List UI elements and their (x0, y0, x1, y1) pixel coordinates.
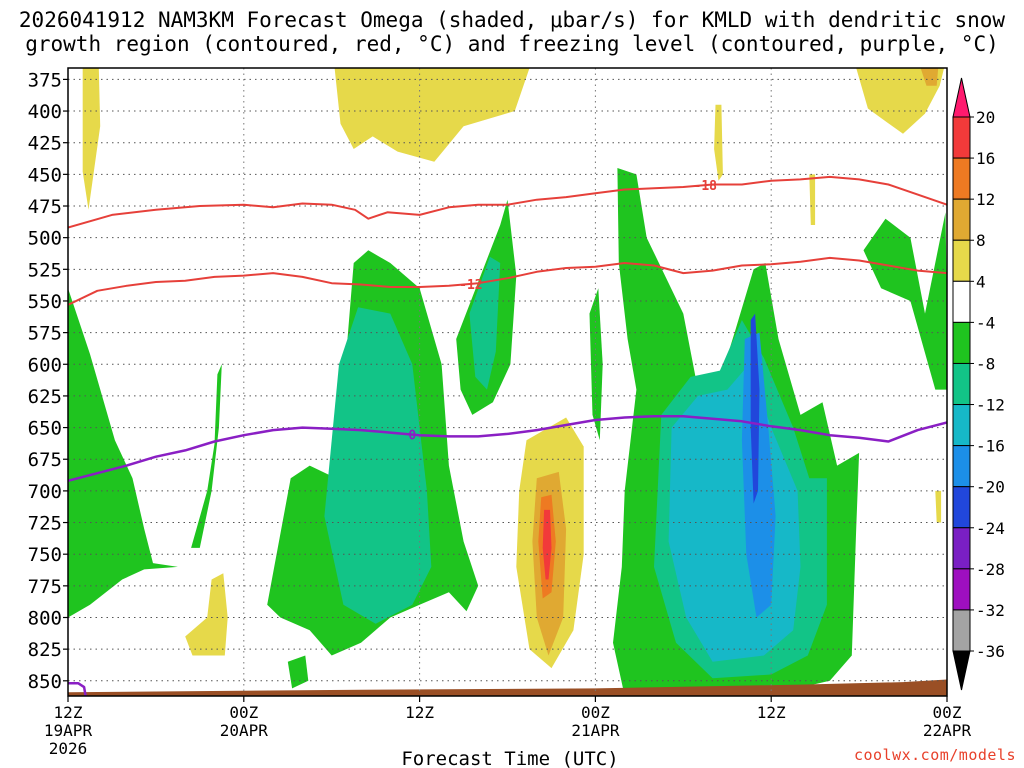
colorbar-segment-20-to-16 (952, 116, 971, 159)
colorbar-label--28: -28 (976, 560, 1005, 579)
y-tick-label-725: 725 (28, 513, 62, 535)
omega-region-25 (750, 313, 760, 504)
colorbar-label--24: -24 (976, 519, 1005, 538)
omega-region-3 (920, 68, 939, 86)
plot-frame (67, 67, 948, 697)
chart-title-line-1: 2026041912 NAM3KM Forecast Omega (shaded… (18, 8, 1006, 32)
y-tick-label-625: 625 (28, 386, 62, 408)
x-axis-label: Forecast Time (UTC) (401, 748, 618, 768)
colorbar-label--16: -16 (976, 437, 1005, 456)
colorbar-label-20: 20 (976, 108, 995, 127)
colorbar-label-12: 12 (976, 190, 995, 209)
y-tick-label-650: 650 (28, 418, 62, 440)
y-tick-label-850: 850 (28, 671, 62, 693)
omega-region-20 (324, 307, 432, 624)
colorbar-segment--16-to--20 (952, 445, 971, 488)
omega-region-4 (714, 104, 723, 181)
y-tick-label-700: 700 (28, 481, 62, 503)
axes-layer: 375 400 425 450 475 500 525 550 575 600 625 650 675 7… (28, 69, 972, 758)
omega-region-10 (542, 509, 552, 580)
x-tick-label-0-2: 2026 (49, 739, 88, 758)
dendritic-contour--12 (68, 256, 947, 306)
x-tick-label-48-0: 12Z (757, 703, 786, 722)
freezing-level-contour (68, 414, 947, 483)
dendritic-contour--18 (68, 175, 947, 229)
x-tick-label-12-1: 20APR (220, 721, 269, 740)
colorbar-segment-8-to-4 (952, 239, 971, 282)
omega-shading-layer (68, 68, 947, 696)
omega-region-5 (809, 174, 816, 225)
omega-region-19 (287, 655, 309, 689)
x-tick-label-36-1: 21APR (571, 721, 620, 740)
y-tick-label-825: 825 (28, 639, 62, 661)
colorbar-label-4: 4 (976, 272, 986, 291)
colorbar-label--12: -12 (976, 396, 1005, 415)
y-tick-label-500: 500 (28, 228, 62, 250)
grid-layer (68, 68, 947, 696)
y-tick-label-575: 575 (28, 323, 62, 345)
omega-region-12 (68, 288, 178, 618)
y-tick-label-475: 475 (28, 196, 62, 218)
x-tick-label-36-0: 00Z (581, 703, 610, 722)
y-tick-label-600: 600 (28, 354, 62, 376)
y-tick-label-550: 550 (28, 291, 62, 313)
colorbar-segment-12-to-8 (952, 198, 971, 241)
colorbar-segment-4-to--4 (952, 280, 971, 323)
x-tick-label-60-0: 00Z (933, 703, 962, 722)
colorbar-segment--4-to--8 (952, 321, 971, 364)
y-tick-label-750: 750 (28, 544, 62, 566)
freezing-level-contour-low (68, 682, 87, 696)
colorbar-segment--12-to--16 (952, 404, 971, 447)
x-tick-label-12-0: 00Z (229, 703, 258, 722)
y-tick-label-450: 450 (28, 164, 62, 186)
omega-region-13 (191, 364, 222, 548)
y-tick-label-425: 425 (28, 133, 62, 155)
x-tick-label-0-0: 12Z (54, 703, 83, 722)
colorbar-label--32: -32 (976, 601, 1005, 620)
credit-text: coolwx.com/models (853, 746, 1016, 764)
omega-region-11 (935, 490, 942, 523)
omega-region-2 (856, 68, 945, 134)
y-tick-label-775: 775 (28, 576, 62, 598)
omega-region-1 (334, 68, 530, 162)
colorbar-segment--24-to--28 (952, 527, 971, 570)
colorbar-label--36: -36 (976, 642, 1005, 661)
dendritic-contour--12-label: -12 (459, 278, 482, 293)
colorbar-segment-below--36 (952, 650, 971, 691)
omega-region-0 (82, 68, 101, 210)
y-tick-label-675: 675 (28, 449, 62, 471)
chart-title-line-2: growth region (contoured, red, °C) and f… (25, 32, 999, 56)
colorbar-label-16: 16 (976, 149, 995, 168)
colorbar-segment-16-to-12 (952, 157, 971, 200)
x-tick-label-24-0: 12Z (405, 703, 434, 722)
x-tick-label-60-1: 22APR (923, 721, 972, 740)
colorbar-label-8: 8 (976, 231, 986, 250)
freezing-level-contour-label: 0 (408, 429, 416, 444)
y-tick-label-525: 525 (28, 259, 62, 281)
colorbar-segment--8-to--12 (952, 362, 971, 406)
colorbar-label--4: -4 (976, 313, 995, 332)
omega-region-24 (741, 332, 776, 618)
colorbar-label--8: -8 (976, 354, 995, 373)
colorbar-segment-above-20 (952, 77, 971, 118)
colorbar-segment--20-to--24 (952, 486, 971, 529)
colorbar-segment--28-to--32 (952, 568, 971, 611)
x-tick-label-0-1: 19APR (44, 721, 93, 740)
ground-surface (68, 679, 947, 696)
colorbar: 20 16 12 8 4 -4 -8 -12 -16 -20 -24 -28 -32 -36 (952, 77, 1005, 691)
colorbar-label--20: -20 (976, 478, 1005, 497)
dendritic-contour--18-label: -18 (694, 179, 718, 194)
y-tick-label-375: 375 (28, 69, 62, 91)
colorbar-segment--32-to--36 (952, 609, 971, 652)
y-tick-label-400: 400 (28, 101, 62, 123)
omega-region-17 (863, 212, 947, 390)
y-tick-label-800: 800 (28, 608, 62, 630)
omega-region-21 (469, 256, 501, 390)
omega-region-6 (185, 573, 228, 656)
contour-layer: -18 -12 0 (68, 175, 947, 696)
